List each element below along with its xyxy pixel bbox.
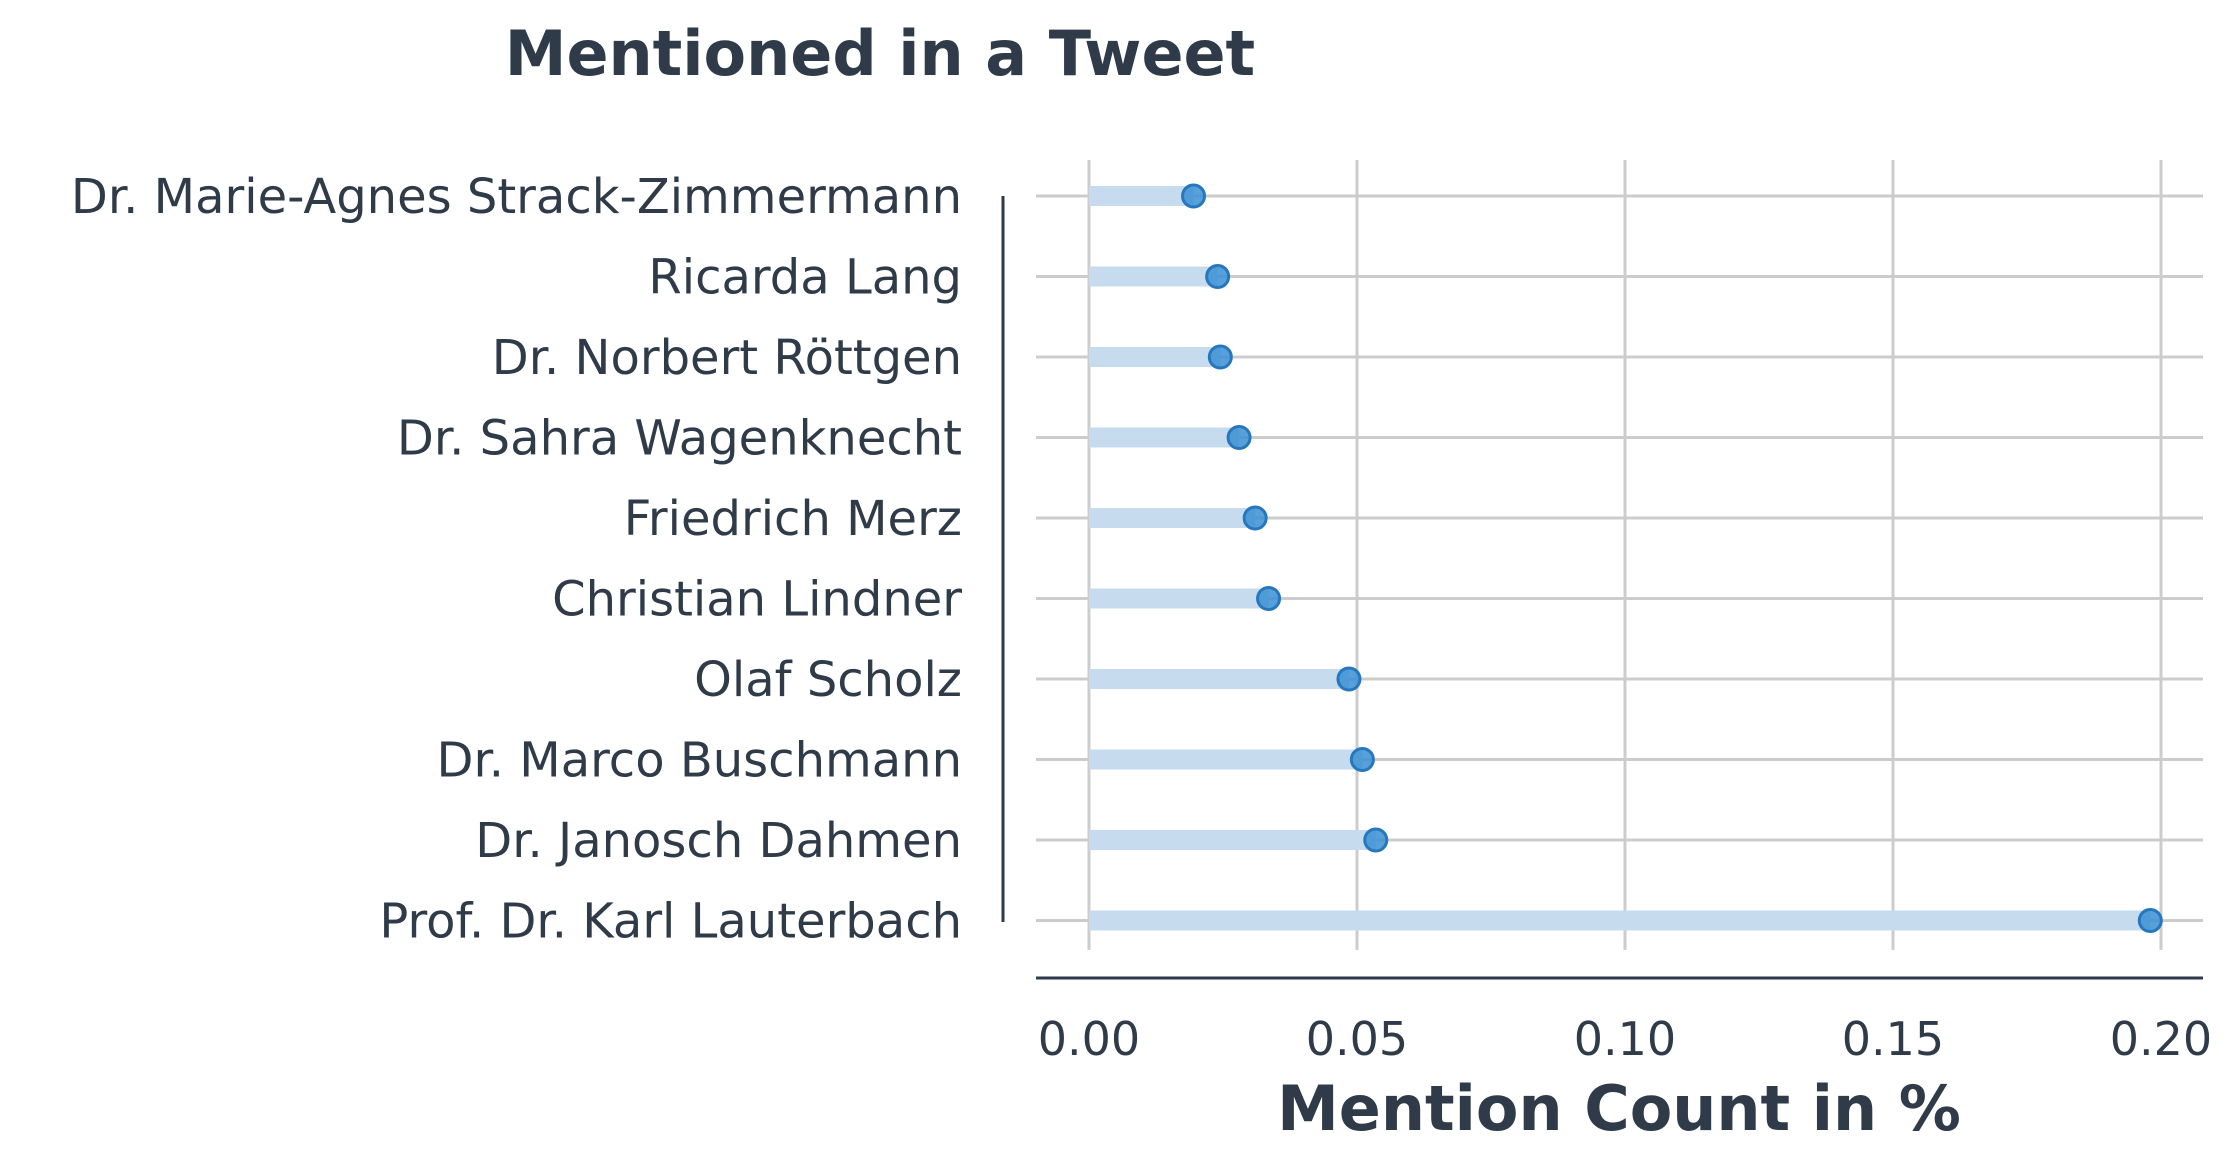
y-tick-label: Friedrich Merz bbox=[624, 491, 962, 547]
stems bbox=[1089, 186, 2151, 931]
y-tick-label: Dr. Norbert Röttgen bbox=[492, 330, 962, 386]
y-tick-label: Prof. Dr. Karl Lauterbach bbox=[379, 894, 962, 950]
y-tick-label: Ricarda Lang bbox=[648, 250, 962, 306]
y-tick-label: Dr. Marco Buschmann bbox=[436, 733, 962, 789]
y-tick-label: Dr. Sahra Wagenknecht bbox=[397, 411, 962, 467]
lollipop-point bbox=[1336, 666, 1362, 692]
y-tick-label: Dr. Marie-Agnes Strack-Zimmermann bbox=[71, 169, 962, 225]
lollipop-point bbox=[1205, 264, 1231, 289]
lollipop-point bbox=[1256, 586, 1282, 611]
chart-title: Mentioned in a Tweet bbox=[505, 17, 1255, 90]
lollipop-point bbox=[1363, 827, 1389, 853]
lollipop-point bbox=[1181, 183, 1207, 209]
x-tick-label: 0.10 bbox=[1574, 1012, 1676, 1066]
y-tick-labels: Dr. Marie-Agnes Strack-Zimmermann Ricarda… bbox=[71, 169, 962, 950]
lollipop-point bbox=[1349, 747, 1375, 772]
lollipop-point bbox=[1242, 505, 1268, 531]
lollipop-point bbox=[1207, 344, 1233, 370]
y-tick-label: Christian Lindner bbox=[552, 572, 962, 628]
points bbox=[1181, 183, 2163, 933]
x-tick-label: 0.20 bbox=[2110, 1012, 2212, 1066]
y-tick-label: Dr. Janosch Dahmen bbox=[475, 813, 962, 869]
lollipop-point bbox=[1226, 425, 1252, 450]
x-tick-label: 0.15 bbox=[1842, 1012, 1944, 1066]
y-tick-label: Olaf Scholz bbox=[694, 652, 962, 708]
x-axis-label: Mention Count in % bbox=[1277, 1072, 1961, 1145]
x-tick-labels: 0.00 0.05 0.10 0.15 0.20 bbox=[1038, 1012, 2212, 1066]
x-tick-label: 0.05 bbox=[1306, 1012, 1408, 1066]
lollipop-point bbox=[2137, 908, 2163, 933]
x-tick-label: 0.00 bbox=[1038, 1012, 1140, 1066]
